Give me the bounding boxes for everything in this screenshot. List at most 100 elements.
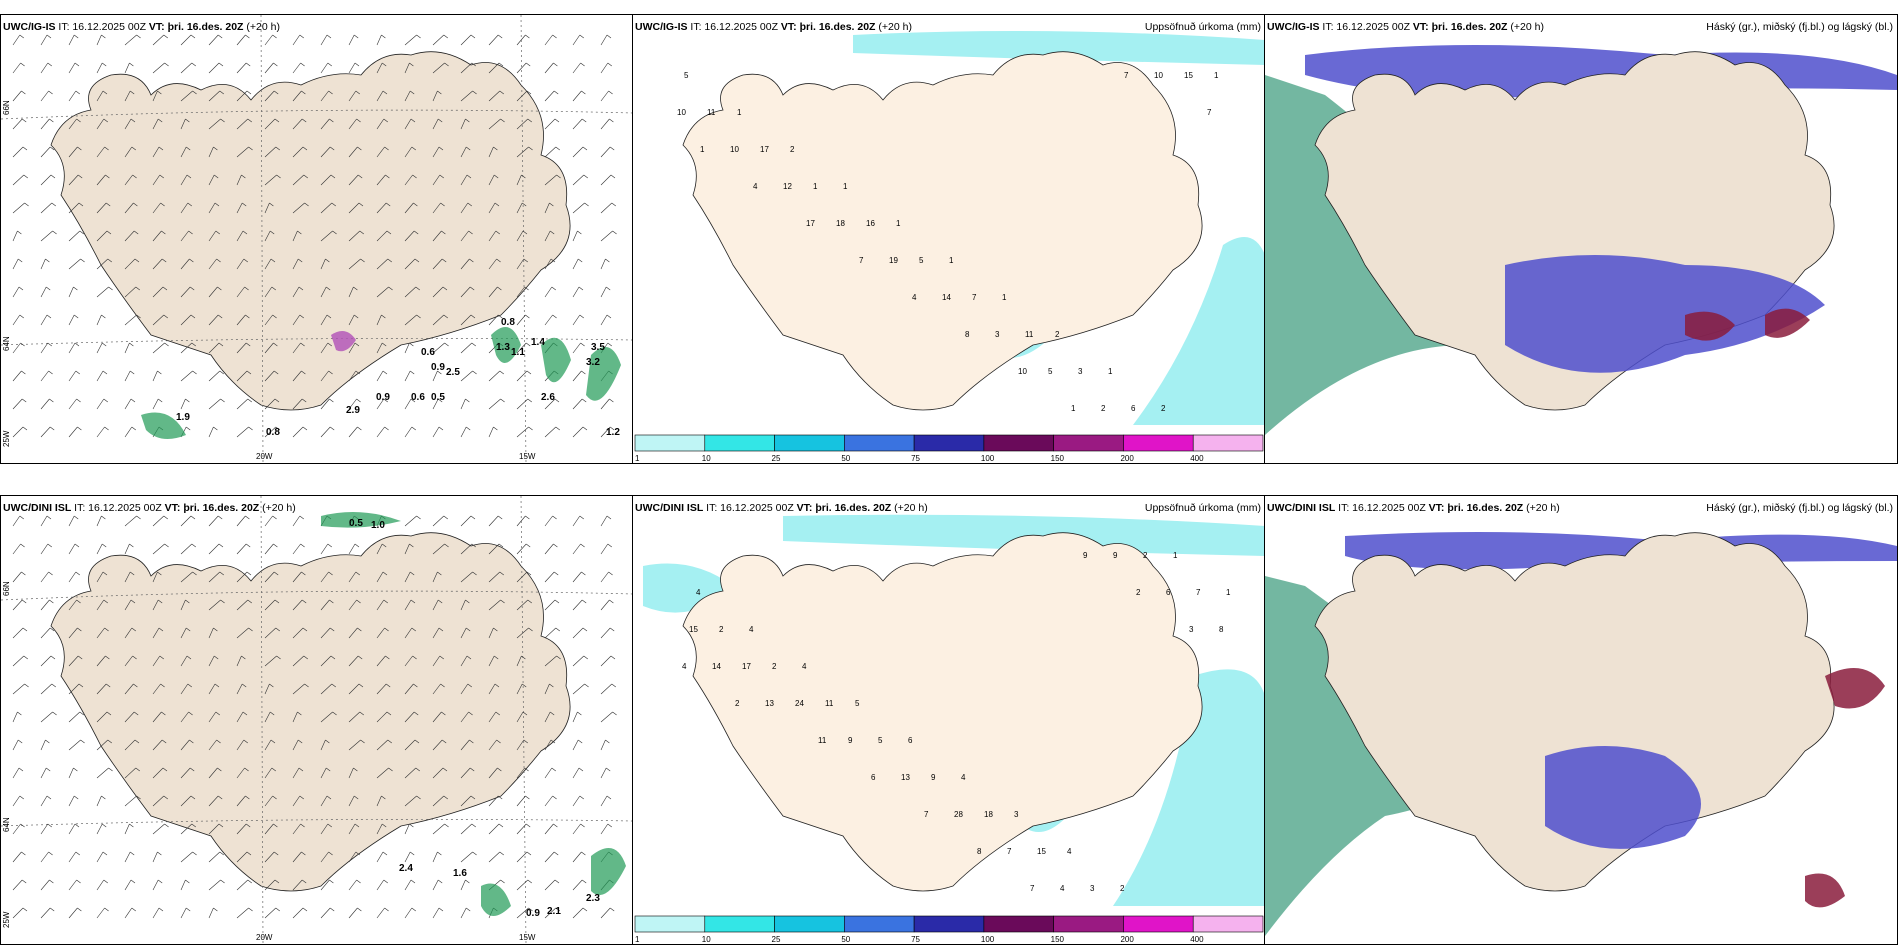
wind-barb: [404, 543, 414, 555]
wind-barb: [40, 146, 55, 158]
wind-barb: [124, 851, 135, 863]
wind-barb: [40, 90, 53, 102]
wind-barb: [208, 90, 224, 102]
wind-barb: [432, 62, 449, 74]
wind-barb: [404, 823, 414, 835]
wind-barb: [376, 174, 390, 186]
wind-barb: [12, 711, 22, 723]
wind-barb: [292, 627, 308, 639]
valid-time: þri. 16.des. 20Z: [815, 502, 892, 514]
wind-barb: [124, 342, 134, 354]
precip-value-label: 2: [1136, 588, 1141, 597]
wind-barb: [40, 655, 56, 667]
precip-value-label: 15: [689, 625, 698, 634]
wind-barb: [180, 655, 192, 667]
wind-barb: [432, 767, 448, 779]
wind-barb: [180, 851, 197, 863]
precip-value-label: 3: [1078, 367, 1083, 376]
wind-barb: [376, 398, 388, 410]
wind-barb: [124, 34, 141, 46]
wind-barb: [488, 795, 503, 807]
precip-value-label: 6: [1131, 404, 1136, 413]
wind-barb: [180, 599, 190, 611]
wind-barb: [264, 515, 277, 527]
wind-value-label: 2.9: [346, 405, 360, 416]
wind-barb: [152, 543, 169, 555]
wind-barb: [96, 314, 106, 326]
wind-barb: [264, 907, 280, 919]
wind-barb: [292, 851, 306, 863]
wind-barb: [12, 90, 26, 102]
wind-value-label: 0.8: [501, 317, 515, 328]
wind-barb: [264, 398, 280, 410]
wind-barb: [376, 146, 389, 158]
map-cloud-top: [1265, 45, 1897, 435]
wind-barb: [348, 314, 359, 326]
precip-value-label: 12: [783, 182, 792, 191]
wind-barb: [40, 767, 51, 779]
wind-barb: [432, 823, 449, 835]
wind-barb: [96, 426, 109, 438]
wind-barb: [516, 258, 528, 270]
wind-barb: [488, 851, 504, 863]
wind-barb: [432, 398, 443, 410]
map-precip-bottom: 4445643421122115918153271517249132874968…: [643, 514, 1265, 906]
wind-barb: [180, 90, 197, 102]
wind-barb: [320, 795, 332, 807]
wind-barb: [96, 711, 112, 723]
wind-barb: [320, 571, 333, 583]
wind-barb: [12, 258, 23, 270]
precip-value-label: 11: [707, 108, 716, 117]
wind-barb: [12, 739, 23, 751]
precip-value-label: 17: [742, 662, 751, 671]
wind-barb: [236, 34, 250, 46]
wind-barb: [12, 146, 28, 158]
precip-value-label: 4: [961, 773, 966, 782]
wind-barb: [404, 739, 420, 751]
wind-barb: [236, 90, 252, 102]
wind-barb: [404, 851, 415, 863]
wind-barb: [208, 398, 225, 410]
wind-barb: [40, 543, 52, 555]
wind-barb: [264, 146, 280, 158]
wind-value-label: 2.6: [541, 392, 555, 403]
wind-barb: [460, 258, 474, 270]
wind-value-label: 2.5: [446, 367, 460, 378]
valid-time: þri. 16.des. 20Z: [799, 21, 876, 33]
wind-barb: [292, 174, 308, 186]
wind-barb: [488, 174, 499, 186]
wind-barb: [152, 286, 168, 298]
wind-barb: [208, 851, 224, 863]
wind-barb: [544, 90, 559, 102]
precip-value-label: 14: [712, 662, 721, 671]
wind-barb: [96, 398, 108, 410]
wind-barb: [572, 202, 589, 214]
wind-barb: [180, 739, 194, 751]
wind-barb: [68, 851, 80, 863]
precip-value-label: 1: [1173, 551, 1178, 560]
wind-barb: [320, 711, 337, 723]
precip-value-label: 2: [1143, 551, 1148, 560]
wind-barb: [12, 202, 29, 214]
wind-barb: [180, 907, 191, 919]
wind-barb: [264, 739, 276, 751]
wind-barb: [124, 515, 141, 527]
wind-barb: [600, 823, 612, 835]
wind-barb: [180, 879, 190, 891]
wind-barb: [572, 258, 583, 270]
wind-barb: [460, 202, 472, 214]
wind-barb: [544, 907, 560, 919]
wind-barb: [432, 599, 443, 611]
wind-barb: [124, 118, 136, 130]
wind-value-label: 2.1: [547, 906, 561, 917]
wind-barb: [600, 90, 613, 102]
wind-barb: [152, 655, 164, 667]
wind-barb: [96, 739, 112, 751]
colorbar-swatch: [1123, 434, 1194, 452]
wind-barb: [68, 314, 79, 326]
wind-barb: [348, 543, 360, 555]
wind-barb: [600, 34, 612, 46]
wind-barb: [124, 258, 140, 270]
wind-barb: [376, 655, 390, 667]
wind-barb: [460, 767, 475, 779]
